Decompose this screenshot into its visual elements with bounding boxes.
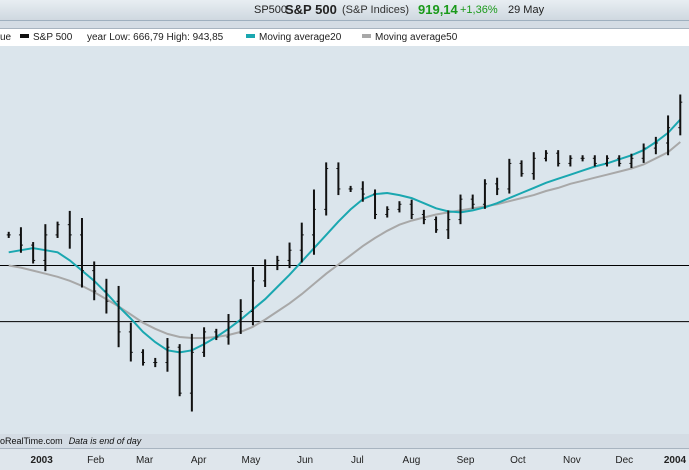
data-note: Data is end of day	[68, 436, 142, 446]
x-tick-label: Mar	[135, 455, 154, 466]
x-tick-label: May	[241, 455, 261, 466]
series-line-moving-average20	[8, 118, 682, 354]
ticker-symbol: SP500	[254, 4, 288, 16]
price-swatch-icon	[20, 34, 29, 39]
legend-ma20-label: Moving average20	[259, 32, 342, 43]
quote-date: 29 May	[508, 4, 545, 16]
x-tick-label: 2003	[30, 455, 53, 466]
x-tick-label: Nov	[563, 455, 581, 466]
legend-item-ma20: Moving average20	[246, 32, 341, 43]
x-tick-label: Dec	[615, 455, 634, 466]
x-tick-label: Aug	[402, 455, 421, 466]
chart-legend: ue S&P 500 year Low: 666,79 High: 943,85…	[0, 28, 689, 48]
x-axis: 2003 Feb Mar Apr May Jun Jul Aug Sep Oct Nov Dec 200…	[0, 448, 689, 470]
index-name: S&P 500	[285, 2, 337, 17]
legend-price-label: S&P 500	[33, 32, 73, 43]
plot-area[interactable]	[0, 46, 689, 434]
x-tick-label: Feb	[87, 455, 105, 466]
exchange-label: (S&P Indices)	[342, 4, 410, 16]
x-tick-label: 2004	[663, 455, 687, 466]
legend-range-label: year Low: 666,79 High: 943,85	[87, 32, 224, 43]
legend-ma50-label: Moving average50	[375, 32, 458, 43]
legend-item-ma50: Moving average50	[362, 32, 457, 43]
x-tick-label: Sep	[456, 455, 475, 466]
last-price: 919,14	[418, 2, 458, 17]
x-tick-label: Jun	[296, 455, 314, 466]
legend-item-price: S&P 500	[20, 32, 72, 43]
ma20-swatch-icon	[246, 34, 255, 39]
ma50-swatch-icon	[362, 34, 371, 39]
quote-header: SP500 S&P 500 (S&P Indices) 919,14 +1,36…	[0, 0, 689, 21]
legend-value-label: ue	[0, 32, 12, 43]
chart-footer: oRealTime.com Data is end of day	[0, 436, 141, 446]
x-tick-label: Apr	[190, 455, 207, 466]
x-tick-label: Oct	[510, 455, 526, 466]
price-chart[interactable]	[0, 46, 689, 434]
price-change: +1,36%	[460, 4, 498, 16]
source-label: oRealTime.com	[0, 436, 63, 446]
x-tick-label: Jul	[350, 455, 364, 466]
